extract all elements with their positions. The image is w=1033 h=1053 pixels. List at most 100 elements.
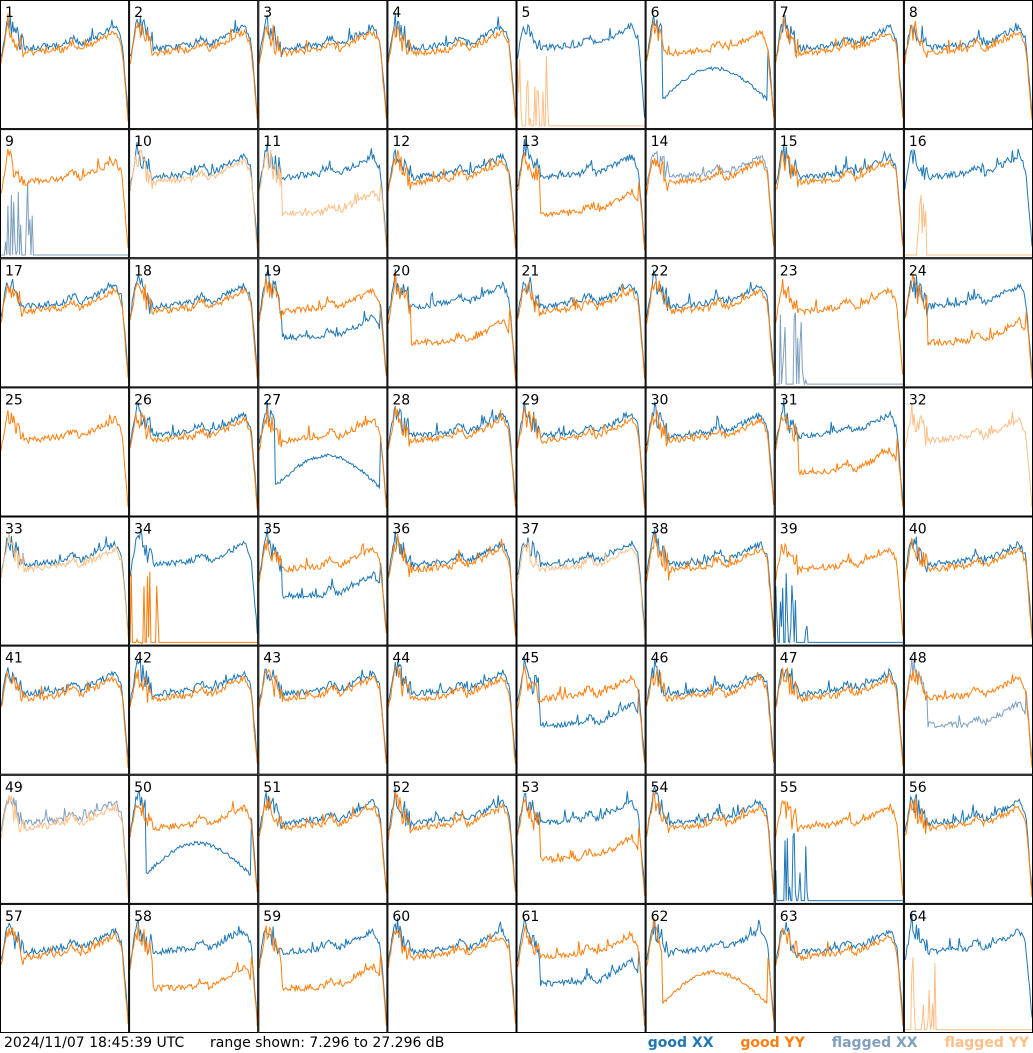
panel-18: 18: [129, 258, 259, 388]
panel-34-xx-line: [129, 529, 258, 634]
panel-49: 49: [0, 774, 130, 904]
panel-60-xx-line: [387, 917, 516, 1019]
panel-1-xx-line: [0, 15, 129, 114]
panel-33-frame: [0, 516, 130, 646]
panel-6: 6: [645, 0, 775, 130]
panel-47: 47: [774, 645, 904, 775]
panel-55-xx-line: [775, 832, 903, 902]
panel-4-label: 4: [392, 5, 401, 21]
panel-64-xx-line: [904, 913, 1033, 1018]
panel-49-frame: [0, 774, 130, 904]
panel-10: 10: [129, 129, 259, 259]
panel-9: 9: [0, 129, 130, 259]
panel-26-frame: [129, 387, 259, 517]
panel-63-frame: [774, 903, 904, 1033]
panel-57-yy-line: [0, 927, 129, 1025]
panel-27-yy-line: [258, 407, 387, 509]
panel-19-frame: [258, 258, 388, 388]
panel-23-xx-line: [775, 312, 903, 386]
panel-9-xx-line: [1, 182, 129, 257]
panel-63: 63: [774, 903, 904, 1033]
panel-18-frame: [129, 258, 259, 388]
panel-50-yy-line: [129, 800, 258, 893]
panel-29-xx-line: [517, 401, 646, 505]
panel-8-yy-line: [904, 20, 1033, 120]
panel-10-yy-line: [129, 148, 258, 250]
panel-59-frame: [258, 903, 388, 1033]
panel-4-yy-line: [387, 23, 516, 120]
panel-29-frame: [516, 387, 646, 517]
panel-26-yy-line: [129, 412, 258, 510]
panel-29-label: 29: [522, 392, 540, 408]
panel-53: 53: [516, 774, 646, 904]
panel-20-xx-line: [387, 268, 516, 376]
panel-55-frame: [774, 774, 904, 904]
panel-2: 2: [129, 0, 259, 130]
panel-35-yy-line: [258, 538, 387, 634]
panel-22: 22: [645, 258, 775, 388]
panel-32-yy-line: [904, 402, 1033, 508]
panel-2-label: 2: [134, 5, 143, 21]
panel-62-label: 62: [651, 909, 669, 925]
panel-10-xx-line: [129, 141, 258, 244]
panel-5-label: 5: [522, 5, 531, 21]
panel-21-frame: [516, 258, 646, 388]
panel-47-xx-line: [775, 667, 904, 760]
panel-63-label: 63: [780, 909, 798, 925]
panel-3-frame: [258, 0, 388, 130]
panel-30-yy-line: [646, 410, 775, 506]
panel-53-label: 53: [522, 780, 540, 796]
panel-12: 12: [387, 129, 517, 259]
panel-44-xx-line: [387, 661, 516, 758]
panel-59: 59: [258, 903, 388, 1033]
panel-8-frame: [903, 0, 1033, 130]
panel-12-frame: [387, 129, 517, 259]
panel-45-xx-line: [517, 656, 646, 761]
footer: 2024/11/07 18:45:39 UTC range shown: 7.2…: [0, 1033, 1033, 1053]
panel-14-label: 14: [651, 134, 669, 150]
legend-good-yy: good YY: [740, 1035, 805, 1051]
panel-27-label: 27: [263, 392, 281, 408]
panel-9-frame: [0, 129, 130, 259]
panel-37-yy-line: [517, 541, 646, 639]
panel-28-xx-line: [387, 405, 516, 504]
panel-28-yy-line: [387, 406, 516, 508]
panel-14-yy-line: [646, 157, 775, 246]
panel-23-label: 23: [780, 263, 798, 279]
panel-5-frame: [516, 0, 646, 130]
panel-3-label: 3: [263, 5, 272, 21]
panel-7-yy-line: [775, 15, 904, 118]
panel-50-xx-line: [129, 791, 258, 888]
panel-47-frame: [774, 645, 904, 775]
panel-20-frame: [387, 258, 517, 388]
panel-51: 51: [258, 774, 388, 904]
panel-62-xx-line: [646, 919, 775, 1018]
panel-8-xx-line: [904, 22, 1033, 116]
panel-53-xx-line: [517, 791, 646, 892]
panel-22-yy-line: [646, 279, 775, 376]
panel-15: 15: [774, 129, 904, 259]
panel-57-label: 57: [5, 909, 23, 925]
panel-42-yy-line: [129, 669, 258, 764]
panel-38-label: 38: [651, 522, 669, 538]
panel-18-label: 18: [134, 263, 152, 279]
panel-55-yy-line: [775, 799, 904, 896]
panel-15-label: 15: [780, 134, 798, 150]
panel-45-frame: [516, 645, 646, 775]
timestamp: 2024/11/07 18:45:39 UTC: [4, 1035, 185, 1051]
panel-55-label: 55: [780, 780, 798, 796]
panel-54-yy-line: [646, 790, 775, 896]
panel-2-frame: [129, 0, 259, 130]
panel-22-xx-line: [646, 269, 775, 373]
panel-33-xx-line: [0, 536, 129, 630]
panel-41: 41: [0, 645, 130, 775]
panel-63-xx-line: [775, 922, 904, 1020]
panel-13: 13: [516, 129, 646, 259]
panel-37-label: 37: [522, 522, 540, 538]
panel-35: 35: [258, 516, 388, 646]
panel-33-label: 33: [5, 522, 23, 538]
panel-56-label: 56: [909, 780, 927, 796]
panel-48-xx-line: [904, 657, 1033, 759]
panel-64-yy-line: [904, 957, 1032, 1031]
panel-26-label: 26: [134, 392, 152, 408]
